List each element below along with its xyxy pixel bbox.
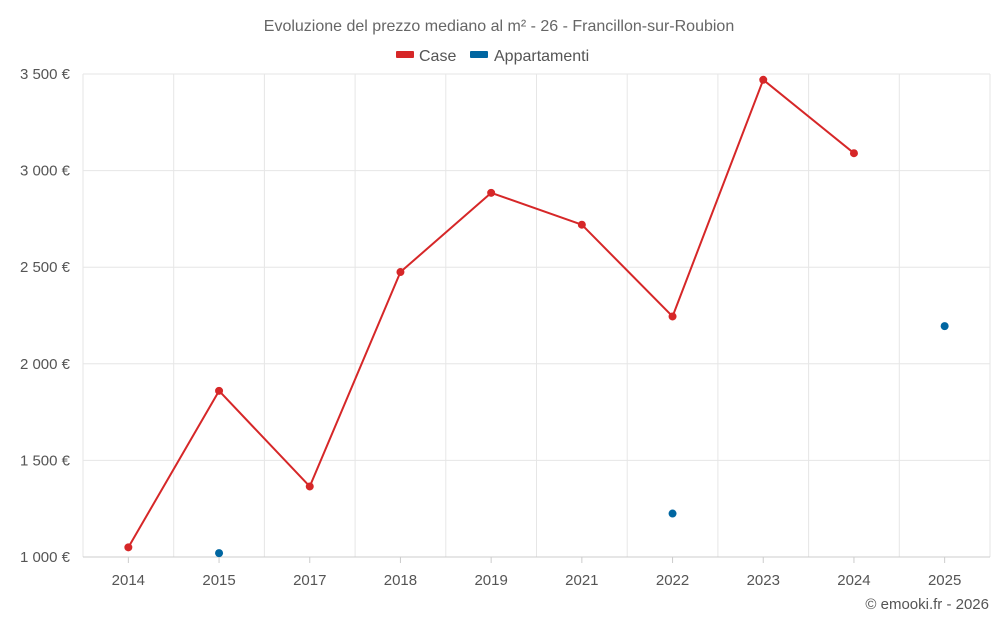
data-point-appartamenti-2025[interactable] bbox=[940, 322, 949, 331]
legend-swatch-appartamenti bbox=[470, 51, 488, 58]
series-line-case bbox=[127, 78, 855, 548]
credit-text: © emooki.fr - 2026 bbox=[865, 596, 989, 613]
data-point-appartamenti-2015[interactable] bbox=[215, 549, 224, 558]
data-point-case-2014[interactable] bbox=[124, 543, 133, 552]
y-tick-label: 2 000 € bbox=[20, 356, 71, 373]
legend-item-appartamenti[interactable]: Appartamenti bbox=[470, 48, 589, 65]
legend: Case Appartamenti bbox=[396, 48, 589, 65]
x-axis-ticks: 2014 2015 2017 2018 2019 2021 2022 2023 2024 2025 bbox=[112, 572, 962, 589]
series-appartamenti bbox=[215, 322, 949, 558]
y-tick-label: 2 500 € bbox=[20, 259, 71, 276]
axes bbox=[83, 556, 990, 563]
x-tick-label: 2024 bbox=[837, 572, 870, 589]
data-point-case-2023[interactable] bbox=[759, 75, 768, 84]
chart-title: Evoluzione del prezzo mediano al m² - 26… bbox=[264, 18, 734, 35]
x-tick-label: 2025 bbox=[928, 572, 961, 589]
y-tick-label: 3 500 € bbox=[20, 66, 71, 83]
x-tick-label: 2018 bbox=[384, 572, 417, 589]
x-tick-label: 2014 bbox=[112, 572, 145, 589]
data-point-case-2021[interactable] bbox=[577, 220, 586, 229]
x-tick-label: 2021 bbox=[565, 572, 598, 589]
y-tick-label: 1 000 € bbox=[20, 549, 71, 566]
legend-label-case: Case bbox=[419, 48, 456, 65]
data-point-case-2015[interactable] bbox=[215, 386, 224, 395]
x-tick-label: 2023 bbox=[747, 572, 780, 589]
y-tick-label: 3 000 € bbox=[20, 163, 71, 180]
series-case bbox=[124, 75, 858, 552]
data-point-case-2019[interactable] bbox=[487, 188, 496, 197]
legend-label-appartamenti: Appartamenti bbox=[494, 48, 589, 65]
data-point-case-2024[interactable] bbox=[849, 149, 858, 158]
y-axis-ticks: 1 000 € 1 500 € 2 000 € 2 500 € 3 000 € 3 500… bbox=[20, 66, 71, 566]
series-layer bbox=[124, 75, 949, 558]
data-point-case-2017[interactable] bbox=[305, 482, 314, 491]
x-tick-label: 2015 bbox=[202, 572, 235, 589]
x-tick-label: 2022 bbox=[656, 572, 689, 589]
x-tick-label: 2017 bbox=[293, 572, 326, 589]
data-point-case-2022[interactable] bbox=[668, 312, 677, 321]
legend-swatch-case bbox=[396, 51, 414, 58]
grid-lines bbox=[82, 73, 991, 557]
data-point-case-2018[interactable] bbox=[396, 268, 405, 277]
data-point-appartamenti-2022[interactable] bbox=[668, 509, 677, 518]
x-tick-label: 2019 bbox=[474, 572, 507, 589]
legend-item-case[interactable]: Case bbox=[396, 48, 456, 65]
y-tick-label: 1 500 € bbox=[20, 452, 71, 469]
